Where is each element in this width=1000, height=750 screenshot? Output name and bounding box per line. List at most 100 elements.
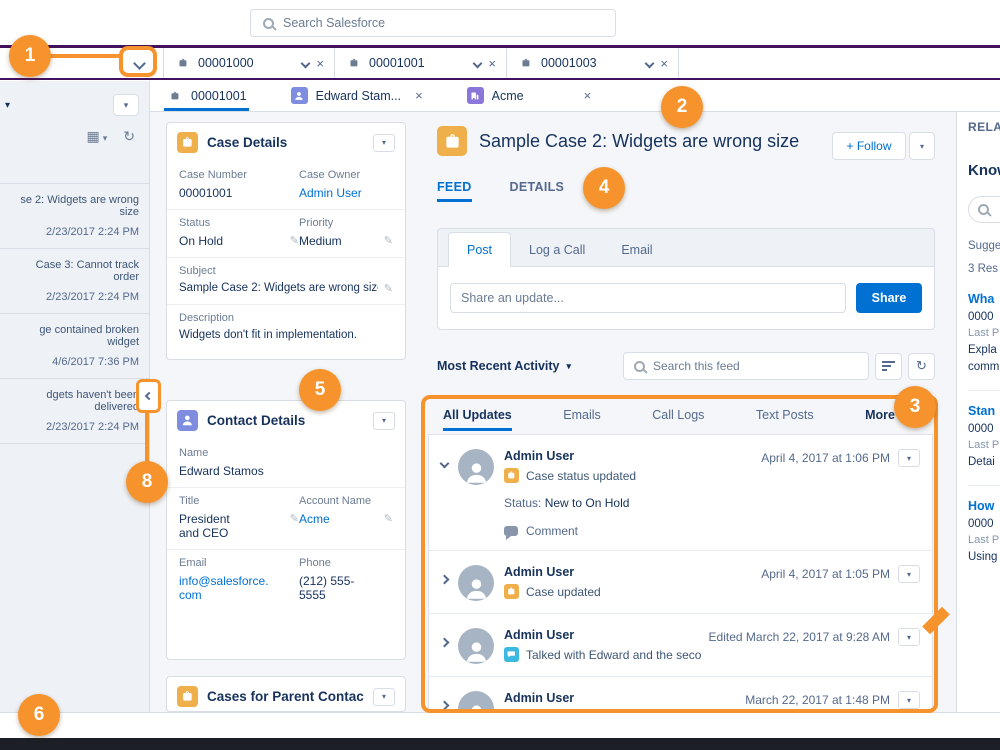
- expand-chevron-icon[interactable]: [439, 637, 450, 648]
- subtab-close-icon[interactable]: ×: [415, 88, 423, 103]
- edit-icon[interactable]: ✎: [383, 235, 393, 247]
- feed-item-menu-button[interactable]: ▾: [898, 628, 920, 646]
- feed-filter-more[interactable]: More: [865, 408, 895, 422]
- edit-icon[interactable]: ✎: [383, 283, 393, 295]
- case-list-item[interactable]: Case 3: Cannot track order 2/23/2017 2:2…: [0, 249, 149, 314]
- article-link[interactable]: How: [968, 499, 995, 513]
- contact-icon: [177, 410, 198, 431]
- case-list-item-time: 4/6/2017 7:36 PM: [52, 356, 139, 368]
- tab-label: 00001003: [541, 56, 597, 70]
- account-icon: [466, 87, 484, 104]
- publisher-tab-log-a-call[interactable]: Log a Call: [529, 243, 586, 257]
- panel-menu-button[interactable]: ▾: [373, 687, 395, 706]
- feed-filter-all-updates[interactable]: All Updates: [443, 408, 512, 431]
- sidebar-collapse-handle[interactable]: [136, 379, 161, 413]
- article-link[interactable]: Wha: [968, 292, 995, 306]
- account-link[interactable]: Acme: [299, 512, 330, 526]
- tab-close-icon[interactable]: ×: [488, 55, 496, 71]
- avatar[interactable]: [458, 628, 494, 664]
- article-meta: Last P: [968, 327, 1000, 339]
- panel-menu-button[interactable]: ▾: [373, 411, 395, 430]
- subtab-contact-edward[interactable]: Edward Stam... ×: [290, 80, 423, 111]
- subtab-case-00001001[interactable]: 00001001: [164, 80, 249, 111]
- case-icon: [517, 55, 534, 72]
- feed-filter-emails[interactable]: Emails: [563, 408, 601, 422]
- avatar[interactable]: [458, 565, 494, 601]
- search-icon: [263, 17, 274, 29]
- knowledge-search[interactable]: [968, 196, 1000, 223]
- feed-item-menu-button[interactable]: ▾: [898, 565, 920, 583]
- related-tab[interactable]: RELA: [968, 120, 1000, 134]
- subtab-close-icon[interactable]: ×: [583, 88, 592, 103]
- expand-chevron-icon[interactable]: [439, 700, 450, 709]
- tab-menu-chevron-icon[interactable]: [300, 58, 311, 68]
- share-button[interactable]: Share: [856, 283, 922, 313]
- feed-filter-button[interactable]: [875, 352, 902, 380]
- panel-menu-button[interactable]: ▾: [373, 133, 395, 152]
- tab-details[interactable]: DETAILS: [509, 180, 565, 194]
- case-list-item[interactable]: ge contained broken widget 4/6/2017 7:36…: [0, 314, 149, 379]
- comment-action[interactable]: Comment: [504, 524, 920, 540]
- tab-close-icon[interactable]: ×: [316, 55, 324, 71]
- case-owner-link[interactable]: Admin User: [299, 186, 362, 200]
- follow-button[interactable]: + Follow: [832, 132, 906, 160]
- tab-menu-chevron-icon[interactable]: [472, 58, 483, 68]
- feed-author-link[interactable]: Admin User: [504, 449, 575, 463]
- feed-search[interactable]: [623, 352, 869, 380]
- edit-icon[interactable]: ✎: [289, 235, 299, 247]
- share-update-input[interactable]: [450, 283, 846, 313]
- feed-body-label: Status:: [504, 496, 542, 510]
- expand-chevron-icon[interactable]: [439, 574, 450, 585]
- tab-menu-chevron-icon[interactable]: [644, 58, 655, 68]
- feed-filter-call-logs[interactable]: Call Logs: [652, 408, 705, 422]
- workspace-tab-00001001[interactable]: 00001001 ×: [335, 48, 507, 78]
- workspace-tab-00001003[interactable]: 00001003 ×: [507, 48, 679, 78]
- article-snippet: Expla: [968, 344, 997, 356]
- global-search-input[interactable]: [283, 16, 603, 30]
- subtab-label: Edward Stam...: [315, 88, 402, 103]
- email-link[interactable]: info@salesforce.com: [179, 574, 269, 602]
- tab-feed[interactable]: FEED: [437, 180, 472, 202]
- feed-search-input[interactable]: [653, 359, 858, 373]
- feed-author-link[interactable]: Admin User: [504, 691, 575, 705]
- feed-refresh-button[interactable]: ↻: [908, 352, 935, 380]
- feed-item-menu-button[interactable]: ▾: [898, 691, 920, 709]
- list-name-chevron-icon[interactable]: ▾: [5, 99, 11, 111]
- case-actions-chevron-button[interactable]: ▾: [909, 132, 935, 160]
- feed-item-menu-button[interactable]: ▾: [898, 449, 920, 467]
- list-settings-button[interactable]: ▾: [113, 94, 139, 116]
- article-snippet: Detai: [968, 456, 995, 468]
- contact-details-panel: Contact Details ▾ Name Edward Stamos Tit…: [166, 400, 406, 660]
- subtab-account-acme[interactable]: Acme ×: [466, 80, 592, 111]
- case-list: se 2: Widgets are wrong size 2/23/2017 2…: [0, 183, 149, 444]
- case-details-panel: Case Details ▾ Case Number 00001001 Case…: [166, 122, 406, 360]
- feed-body-value: New to On Hold: [544, 496, 630, 510]
- chevron-down-icon: ▾: [919, 141, 924, 151]
- case-list-item[interactable]: se 2: Widgets are wrong size 2/23/2017 2…: [0, 184, 149, 249]
- feed-author-link[interactable]: Admin User: [504, 565, 575, 579]
- tab-close-icon[interactable]: ×: [660, 55, 668, 71]
- avatar[interactable]: [458, 691, 494, 709]
- global-search[interactable]: [250, 9, 616, 37]
- panel-title: Cases for Parent Contact (2): [207, 689, 364, 704]
- article-link[interactable]: Stan: [968, 404, 996, 418]
- tab-overflow-button[interactable]: [127, 53, 151, 73]
- publisher-tab-email[interactable]: Email: [621, 243, 653, 257]
- workspace-tab-00001000[interactable]: 00001000 ×: [163, 48, 335, 78]
- list-view-switcher[interactable]: ▦ ▾: [87, 128, 108, 145]
- list-refresh-button[interactable]: ↻: [123, 128, 135, 144]
- feed-sort-label: Most Recent Activity: [437, 359, 560, 373]
- collapse-chevron-icon[interactable]: [439, 458, 450, 469]
- feed-filter-text-posts[interactable]: Text Posts: [755, 408, 814, 422]
- edit-icon[interactable]: ✎: [289, 513, 299, 525]
- case-list-item-time: 2/23/2017 2:24 PM: [46, 291, 139, 303]
- chevron-left-icon: [144, 391, 153, 401]
- feed-controls: Most Recent Activity ▾ ↻: [437, 352, 935, 380]
- avatar[interactable]: [458, 449, 494, 485]
- feed-sort-dropdown[interactable]: Most Recent Activity ▾: [437, 359, 571, 373]
- feed-list: Admin User Case status updated April 4, …: [428, 434, 933, 710]
- feed-author-link[interactable]: Admin User: [504, 628, 575, 642]
- publisher-tab-post[interactable]: Post: [448, 232, 512, 267]
- edit-icon[interactable]: ✎: [383, 513, 393, 525]
- case-list-item[interactable]: dgets haven't been delivered 2/23/2017 2…: [0, 379, 149, 444]
